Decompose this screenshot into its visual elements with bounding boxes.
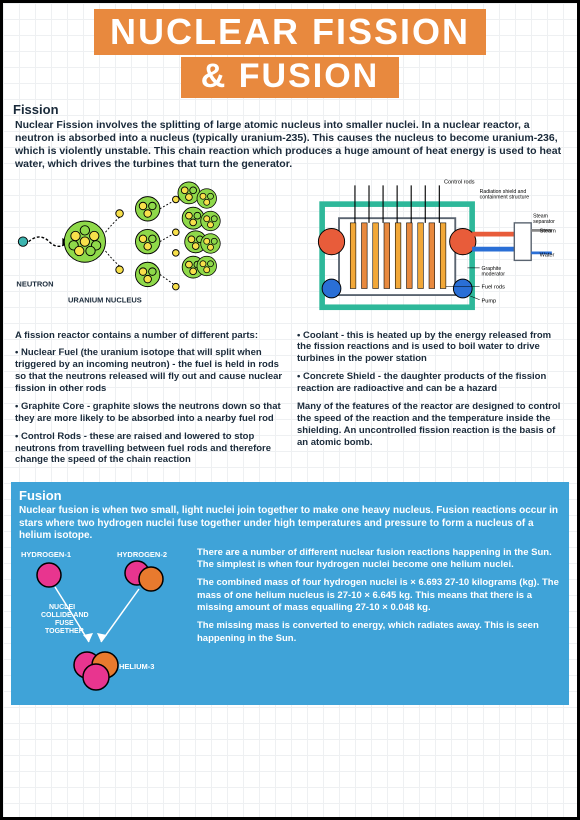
diagram-row: NEUTRON URANIUM NUCLEUS bbox=[3, 176, 577, 326]
fusion-text: There are a number of different nuclear … bbox=[197, 547, 561, 697]
svg-text:Water: Water bbox=[539, 252, 554, 258]
fusion-para: There are a number of different nuclear … bbox=[197, 547, 561, 572]
bullet: • Nuclear Fuel (the uranium isotope that… bbox=[15, 347, 283, 395]
reactor-diagram: Control rods Radiation shield andcontain… bbox=[300, 176, 569, 326]
fission-col-right: • Coolant - this is heated up by the ene… bbox=[297, 330, 565, 473]
col-intro: A fission reactor contains a number of d… bbox=[15, 330, 283, 342]
bullet: • Coolant - this is heated up by the ene… bbox=[297, 330, 565, 366]
fusion-section: Fusion Nuclear fusion is when two small,… bbox=[11, 482, 569, 705]
fusion-diagram: HYDROGEN-1 HYDROGEN-2 NUCLEICOLLIDE ANDF… bbox=[19, 547, 189, 697]
fusion-para: The combined mass of four hydrogen nucle… bbox=[197, 577, 561, 614]
uranium-label: URANIUM NUCLEUS bbox=[68, 295, 142, 304]
title-block: NUCLEAR FISSION & FUSION bbox=[3, 3, 577, 98]
bullet: • Concrete Shield - the daughter product… bbox=[297, 371, 565, 395]
svg-text:HYDROGEN-1: HYDROGEN-1 bbox=[21, 550, 71, 559]
neutron-label: NEUTRON bbox=[16, 279, 53, 288]
title-line1: NUCLEAR FISSION bbox=[94, 9, 486, 55]
svg-text:Steamseparator: Steamseparator bbox=[533, 213, 555, 225]
svg-text:Steam: Steam bbox=[539, 228, 556, 234]
fission-heading: Fission bbox=[3, 98, 577, 117]
fusion-para: The missing mass is converted to energy,… bbox=[197, 620, 561, 645]
svg-text:Fuel rods: Fuel rods bbox=[481, 284, 505, 290]
fission-columns: A fission reactor contains a number of d… bbox=[3, 326, 577, 479]
fission-chain-diagram: NEUTRON URANIUM NUCLEUS bbox=[11, 176, 294, 326]
fusion-heading: Fusion bbox=[19, 488, 561, 503]
svg-text:HELIUM-3: HELIUM-3 bbox=[119, 662, 154, 671]
title-line2: & FUSION bbox=[181, 57, 399, 98]
svg-text:Control rods: Control rods bbox=[444, 179, 475, 185]
fission-col-left: A fission reactor contains a number of d… bbox=[15, 330, 283, 473]
fission-intro: Nuclear Fission involves the splitting o… bbox=[3, 117, 577, 176]
bullet: Many of the features of the reactor are … bbox=[297, 401, 565, 449]
bullet: • Graphite Core - graphite slows the neu… bbox=[15, 401, 283, 425]
poster-frame: NUCLEAR FISSION & FUSION Fission Nuclear… bbox=[0, 0, 580, 820]
svg-text:NUCLEICOLLIDE ANDFUSETOGETHER: NUCLEICOLLIDE ANDFUSETOGETHER bbox=[41, 604, 89, 635]
svg-text:Graphitemoderator: Graphitemoderator bbox=[481, 265, 505, 277]
svg-text:HYDROGEN-2: HYDROGEN-2 bbox=[117, 550, 167, 559]
bullet: • Control Rods - these are raised and lo… bbox=[15, 431, 283, 467]
svg-text:Radiation shield andcontainmen: Radiation shield andcontainment structur… bbox=[479, 188, 529, 200]
svg-text:Pump: Pump bbox=[481, 298, 496, 304]
fusion-intro: Nuclear fusion is when two small, light … bbox=[19, 505, 561, 543]
